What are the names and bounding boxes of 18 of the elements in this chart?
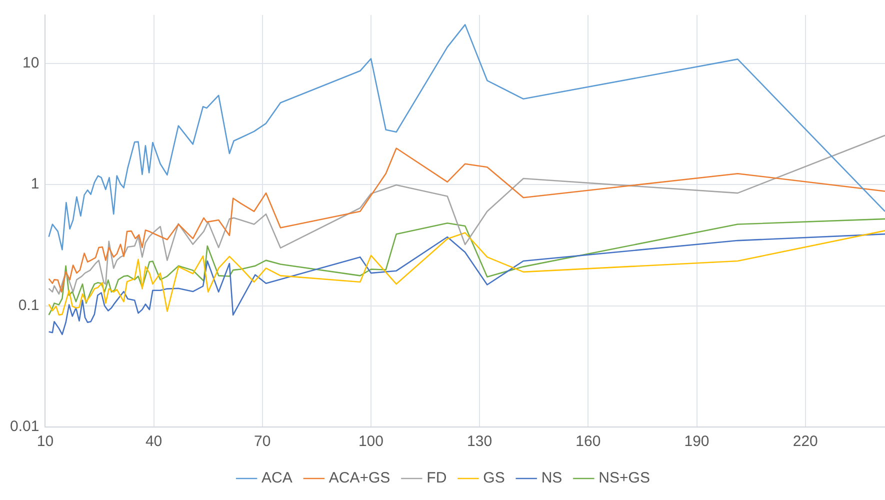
- legend-label: GS: [483, 470, 505, 487]
- legend-label: ACA+GS: [328, 470, 390, 487]
- legend-label: NS+GS: [598, 470, 650, 487]
- legend-label: ACA: [262, 470, 292, 487]
- y-tick-label: 0.1: [18, 296, 40, 314]
- x-tick-label: 130: [467, 433, 492, 450]
- x-tick-label: 220: [792, 433, 818, 450]
- legend-label: FD: [426, 470, 447, 487]
- y-tick-label: 1: [30, 176, 40, 193]
- y-tick-label: 0.01: [10, 418, 40, 436]
- x-tick-label: 100: [358, 433, 384, 450]
- x-tick-label: 160: [576, 433, 601, 450]
- y-tick-label: 10: [22, 54, 40, 72]
- x-tick-label: 70: [254, 433, 271, 450]
- legend-label: NS: [541, 470, 562, 487]
- x-tick-label: 10: [36, 433, 54, 450]
- x-tick-label: 190: [684, 433, 710, 450]
- x-tick-label: 40: [145, 433, 162, 450]
